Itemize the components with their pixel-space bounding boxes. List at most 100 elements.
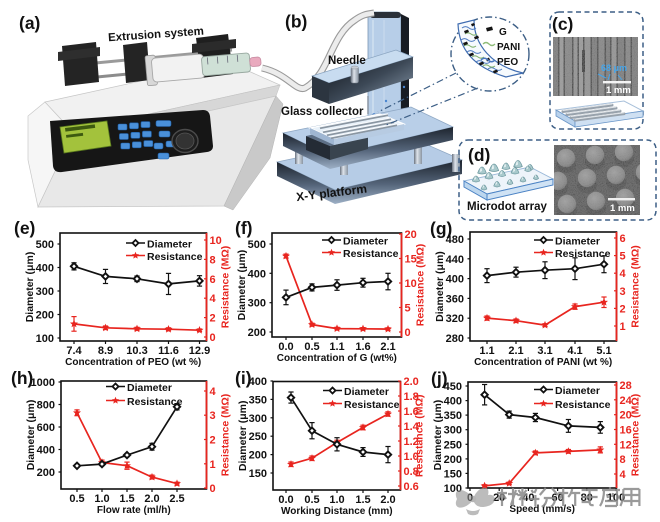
svg-text:1.5: 1.5	[119, 493, 134, 505]
svg-text:350: 350	[249, 394, 267, 406]
svg-text:300: 300	[248, 298, 266, 310]
svg-text:2.5: 2.5	[169, 493, 184, 505]
svg-text:150: 150	[249, 468, 267, 480]
svg-text:11.6: 11.6	[158, 345, 179, 357]
svg-text:300: 300	[444, 425, 462, 437]
svg-text:(b): (b)	[285, 12, 307, 32]
svg-text:Resistance: Resistance	[555, 248, 611, 260]
svg-text:5: 5	[405, 303, 411, 315]
svg-text:(f): (f)	[235, 218, 252, 238]
svg-text:0: 0	[210, 483, 216, 495]
svg-text:200: 200	[248, 327, 266, 339]
svg-text:100: 100	[36, 333, 54, 345]
svg-text:200: 200	[444, 454, 462, 466]
svg-text:24: 24	[620, 395, 633, 407]
svg-text:2.1: 2.1	[508, 345, 523, 357]
svg-text:(c): (c)	[552, 14, 573, 34]
svg-text:Diameter (μm): Diameter (μm)	[434, 251, 446, 322]
svg-text:(e): (e)	[14, 218, 35, 238]
svg-text:1: 1	[210, 459, 216, 471]
svg-text:1.0: 1.0	[329, 494, 344, 506]
svg-text:(g): (g)	[430, 219, 452, 239]
svg-text:Resistance: Resistance	[555, 399, 611, 411]
svg-text:2: 2	[210, 313, 216, 325]
svg-text:1.0: 1.0	[404, 451, 419, 463]
svg-text:2: 2	[210, 435, 216, 447]
svg-text:350: 350	[444, 410, 462, 422]
svg-text:Resistance: Resistance	[343, 248, 399, 260]
svg-text:440: 440	[446, 254, 464, 266]
svg-text:Diameter (μm): Diameter (μm)	[24, 252, 36, 323]
svg-text:6: 6	[620, 233, 626, 245]
svg-text:200: 200	[249, 450, 267, 462]
svg-text:Needle: Needle	[328, 55, 366, 67]
svg-text:(h): (h)	[11, 368, 33, 388]
svg-text:Concentration of PEO (wt %): Concentration of PEO (wt %)	[65, 357, 201, 368]
svg-text:300: 300	[36, 286, 54, 298]
svg-text:0.0: 0.0	[278, 494, 293, 506]
svg-text:1 mm: 1 mm	[610, 203, 635, 214]
svg-text:Resistance: Resistance	[147, 251, 203, 263]
svg-text:1.6: 1.6	[404, 406, 419, 418]
svg-text:200: 200	[37, 467, 55, 479]
svg-text:0.6: 0.6	[404, 481, 419, 493]
svg-text:1.5: 1.5	[355, 494, 370, 506]
svg-text:3.1: 3.1	[537, 345, 552, 357]
svg-text:Resistance (MΩ): Resistance (MΩ)	[630, 394, 642, 477]
svg-text:Resistance (MΩ): Resistance (MΩ)	[630, 245, 642, 328]
svg-text:400: 400	[444, 396, 462, 408]
svg-text:8.9: 8.9	[98, 345, 113, 357]
svg-text:6: 6	[210, 274, 216, 286]
svg-text:400: 400	[37, 445, 55, 457]
svg-text:150: 150	[444, 468, 462, 480]
svg-text:1: 1	[620, 321, 626, 333]
svg-text:200: 200	[36, 310, 54, 322]
svg-text:1.1: 1.1	[329, 341, 344, 353]
svg-text:300: 300	[249, 413, 267, 425]
svg-text:16: 16	[620, 425, 632, 437]
svg-text:28: 28	[620, 380, 632, 392]
svg-text:4.1: 4.1	[567, 345, 582, 357]
svg-text:1.0: 1.0	[94, 493, 109, 505]
svg-text:Diameter: Diameter	[127, 382, 172, 394]
svg-text:480: 480	[446, 234, 464, 246]
svg-text:400: 400	[248, 268, 266, 280]
svg-text:Diameter (μm): Diameter (μm)	[25, 400, 37, 471]
svg-text:0: 0	[210, 332, 216, 344]
svg-text:0.0: 0.0	[278, 341, 293, 353]
svg-text:400: 400	[446, 274, 464, 286]
svg-text:0.8: 0.8	[404, 466, 419, 478]
svg-text:800: 800	[37, 400, 55, 412]
svg-text:7.4: 7.4	[66, 345, 82, 357]
svg-text:0: 0	[405, 327, 411, 339]
svg-text:(d): (d)	[468, 145, 490, 165]
svg-text:Concentration of PANI (wt %): Concentration of PANI (wt %)	[474, 357, 612, 368]
svg-text:1.1: 1.1	[479, 345, 494, 357]
svg-text:1 mm: 1 mm	[606, 85, 631, 96]
svg-text:1.4: 1.4	[404, 421, 420, 433]
svg-text:320: 320	[446, 313, 464, 325]
svg-text:450: 450	[444, 381, 462, 393]
svg-text:PANI: PANI	[497, 42, 520, 53]
svg-text:Diameter: Diameter	[555, 236, 600, 248]
svg-text:PEO: PEO	[497, 57, 518, 68]
svg-text:Resistance (MΩ): Resistance (MΩ)	[415, 244, 427, 327]
svg-text:Concentration of G (wt%): Concentration of G (wt%)	[277, 353, 397, 364]
svg-text:Diameter: Diameter	[344, 386, 389, 398]
svg-text:12: 12	[620, 439, 632, 451]
svg-text:2.0: 2.0	[380, 494, 395, 506]
svg-text:2: 2	[620, 303, 626, 315]
svg-text:Diameter (μm): Diameter (μm)	[236, 250, 248, 321]
svg-text:Resistance (MΩ): Resistance (MΩ)	[414, 395, 426, 478]
svg-text:2.1: 2.1	[380, 341, 395, 353]
svg-text:1.6: 1.6	[355, 341, 370, 353]
svg-text:Diameter: Diameter	[343, 236, 388, 248]
svg-text:400: 400	[36, 263, 54, 275]
svg-text:4: 4	[210, 293, 217, 305]
svg-text:400: 400	[249, 376, 267, 388]
svg-text:68 μm: 68 μm	[601, 63, 627, 73]
svg-text:Resistance: Resistance	[344, 399, 400, 411]
svg-text:Resistance: Resistance	[127, 396, 183, 408]
svg-text:0.5: 0.5	[304, 341, 319, 353]
svg-text:Diameter (μm): Diameter (μm)	[432, 400, 444, 471]
